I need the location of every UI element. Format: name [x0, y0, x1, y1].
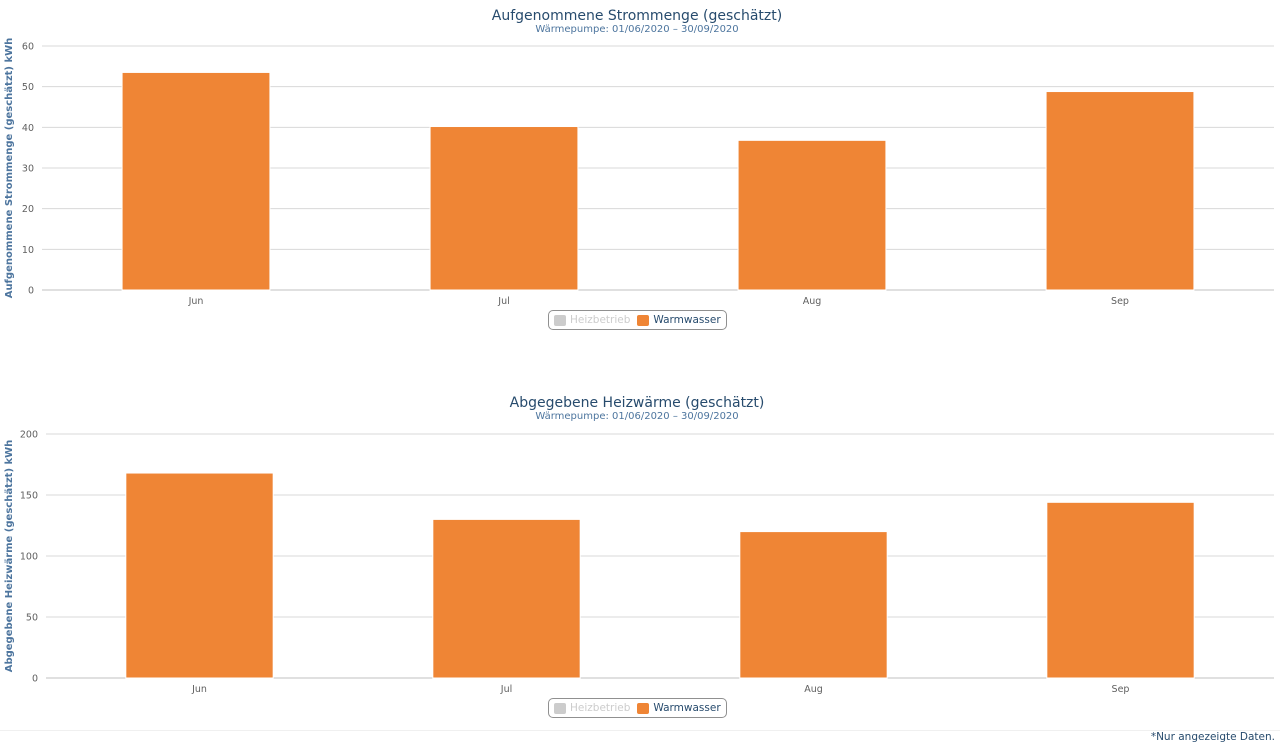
y-tick-label: 10	[22, 245, 34, 256]
bar-sep	[1045, 91, 1195, 291]
chart-plot: 0 10 20 30 40 50 60 Aufgenommene Strommenge (ge…	[4, 38, 1274, 307]
legend-item-warmwasser[interactable]: Warmwasser	[637, 314, 721, 326]
x-tick-label: Sep	[1112, 684, 1130, 695]
y-tick-label: 200	[20, 430, 38, 441]
legend: Heizbetrieb Warmwasser	[548, 698, 727, 718]
bar-sep	[1046, 501, 1195, 679]
chart-title: Abgegebene Heizwärme (geschätzt)	[509, 395, 765, 411]
y-tick-label: 0	[28, 286, 34, 297]
chart-subtitle: Wärmepumpe: 01/06/2020 – 30/09/2020	[535, 411, 739, 422]
x-tick-label: Aug	[803, 296, 822, 307]
bar-jul	[432, 518, 581, 679]
y-axis-label: Aufgenommene Strommenge (geschätzt) kWh	[4, 38, 15, 299]
legend-label: Warmwasser	[653, 314, 721, 326]
legend-label: Heizbetrieb	[570, 702, 631, 714]
legend-item-heizbetrieb[interactable]: Heizbetrieb	[554, 314, 630, 326]
y-tick-label: 20	[22, 204, 34, 215]
legend-label: Heizbetrieb	[570, 314, 631, 326]
bar-aug	[739, 531, 888, 679]
x-tick-label: Jul	[500, 684, 512, 695]
y-axis-label: Abgegebene Heizwärme (geschätzt) kWh	[4, 440, 15, 673]
x-tick-label: Aug	[804, 684, 823, 695]
y-tick-label: 60	[22, 42, 34, 53]
chart-heizwaerme: Abgegebene Heizwärme (geschätzt) Wärmepu…	[0, 388, 1280, 728]
legend-swatch	[637, 314, 650, 326]
x-tick-label: Sep	[1111, 296, 1129, 307]
legend-label: Warmwasser	[653, 702, 721, 714]
bar-jul	[429, 126, 579, 291]
y-tick-label: 0	[32, 674, 38, 685]
footnote: *Nur angezeigte Daten.	[1150, 731, 1275, 743]
footer-divider	[0, 730, 1280, 731]
legend-item-heizbetrieb[interactable]: Heizbetrieb	[554, 702, 630, 714]
legend-swatch	[554, 702, 566, 714]
y-tick-label: 40	[22, 123, 34, 134]
legend: Heizbetrieb Warmwasser	[548, 310, 727, 330]
legend-item-warmwasser[interactable]: Warmwasser	[637, 702, 721, 714]
y-tick-label: 50	[22, 82, 34, 93]
bar-jun	[125, 472, 274, 679]
bar-jun	[121, 71, 271, 291]
x-tick-label: Jun	[188, 296, 204, 307]
chart-title: Aufgenommene Strommenge (geschätzt)	[491, 8, 783, 24]
legend-swatch	[554, 314, 566, 326]
y-tick-label: 100	[20, 552, 38, 563]
bar-aug	[737, 139, 887, 291]
y-tick-label: 150	[20, 491, 38, 502]
legend-swatch	[637, 702, 650, 714]
chart-strommenge: Aufgenommene Strommenge (geschätzt) Wärm…	[0, 0, 1280, 340]
y-tick-label: 50	[26, 613, 38, 624]
x-tick-label: Jul	[497, 296, 509, 307]
chart-subtitle: Wärmepumpe: 01/06/2020 – 30/09/2020	[535, 24, 739, 35]
y-tick-label: 30	[22, 164, 34, 175]
chart-plot: 0 50 100 150 200 Abgegebene Heizwärme (geschä…	[4, 430, 1274, 695]
x-tick-label: Jun	[191, 684, 207, 695]
